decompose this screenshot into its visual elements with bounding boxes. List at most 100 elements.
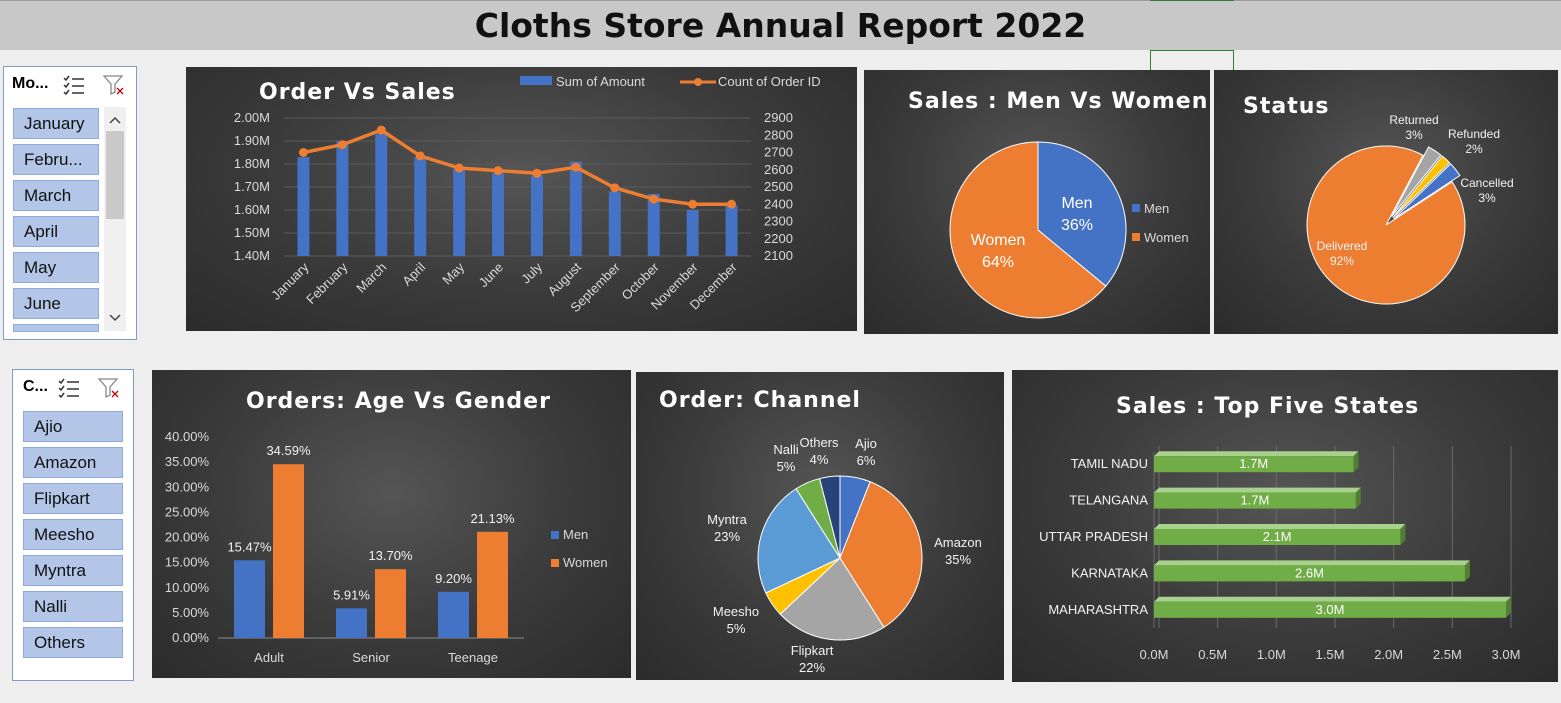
pie-slice bbox=[1037, 141, 1127, 287]
slice-label: Flipkart bbox=[791, 643, 834, 658]
month-slicer[interactable]: Mo... January Febru... March April May J… bbox=[3, 66, 137, 340]
bar-top bbox=[1154, 596, 1511, 602]
slicer-item-ajio[interactable]: Ajio bbox=[23, 411, 123, 442]
bar-men bbox=[438, 591, 469, 638]
slice-label: Nalli bbox=[773, 442, 798, 457]
point-orders bbox=[610, 183, 620, 193]
cell-border bbox=[1150, 50, 1234, 51]
bar-amount bbox=[492, 173, 505, 256]
bar-top bbox=[1154, 451, 1359, 457]
multi-select-icon[interactable] bbox=[62, 73, 86, 97]
bar-side bbox=[1353, 451, 1359, 473]
y-left-tick-label: 2.00M bbox=[234, 110, 270, 125]
bar-amount bbox=[569, 161, 582, 256]
x-tick-label: 0.0M bbox=[1140, 647, 1169, 662]
slicer-item-nalli[interactable]: Nalli bbox=[23, 591, 123, 622]
legend-label-men: Men bbox=[1144, 201, 1169, 216]
point-orders bbox=[337, 140, 347, 150]
clear-filter-icon[interactable] bbox=[97, 376, 121, 400]
x-tick-label: Teenage bbox=[448, 650, 498, 665]
slicer-item-may[interactable]: May bbox=[13, 252, 99, 283]
point-orders bbox=[454, 163, 464, 173]
slice-value-women: 64% bbox=[982, 254, 1014, 271]
scroll-down-icon[interactable] bbox=[104, 309, 126, 327]
data-label: 15.47% bbox=[227, 539, 272, 554]
month-slicer-scrollbar[interactable] bbox=[104, 107, 126, 331]
slice-label-women: Women bbox=[971, 232, 1026, 249]
slice-value: 6% bbox=[857, 453, 876, 468]
slice-label: Meesho bbox=[713, 604, 759, 619]
slicer-item-february[interactable]: Febru... bbox=[13, 144, 99, 175]
scroll-thumb[interactable] bbox=[106, 131, 124, 219]
bar-amount bbox=[336, 141, 349, 256]
status-slice bbox=[1392, 155, 1451, 218]
point-orders bbox=[415, 151, 425, 161]
cell-border bbox=[1233, 50, 1234, 70]
channel-svg: Order: Channel Ajio 6% Amazon 35% Flipkart 22%… bbox=[659, 388, 982, 675]
multi-select-icon[interactable] bbox=[57, 376, 81, 400]
slicer-item-june[interactable]: June bbox=[13, 288, 99, 319]
y-left-tick-label: 1.50M bbox=[234, 225, 270, 240]
point-orders bbox=[532, 168, 542, 178]
slicer-item-april[interactable]: April bbox=[13, 216, 99, 247]
chart-title: Orders: Age Vs Gender bbox=[246, 389, 551, 414]
x-tick-label: February bbox=[303, 259, 351, 307]
channel-slicer[interactable]: C... Ajio Amazon Flipkart Meesho Myntra … bbox=[12, 369, 134, 681]
x-tick-label: 2.5M bbox=[1433, 647, 1462, 662]
slice-label: Cancelled bbox=[1460, 176, 1513, 190]
y-right-tick-label: 2700 bbox=[764, 145, 793, 160]
order-vs-sales-chart: Order Vs Sales Sum of Amount Count of Orde… bbox=[186, 67, 857, 331]
data-label: 34.59% bbox=[266, 443, 311, 458]
slice-label: Returned bbox=[1389, 113, 1438, 127]
channel-slice bbox=[818, 475, 841, 559]
legend-swatch-women bbox=[1132, 233, 1140, 241]
clear-filter-icon[interactable] bbox=[102, 73, 126, 97]
slice-label: Others bbox=[799, 435, 839, 450]
y-tick-label: 15.00% bbox=[165, 555, 210, 570]
bar-side bbox=[1506, 596, 1511, 618]
slicer-item-march[interactable]: March bbox=[13, 180, 99, 211]
slice-value-men: 36% bbox=[1061, 217, 1093, 234]
legend-label-men: Men bbox=[563, 527, 588, 542]
x-tick-label: Adult bbox=[254, 650, 284, 665]
y-left-tick-label: 1.80M bbox=[234, 156, 270, 171]
legend-swatch-amount bbox=[520, 76, 552, 85]
y-tick-label: 0.00% bbox=[172, 630, 209, 645]
x-tick-label: 0.5M bbox=[1198, 647, 1227, 662]
y-tick-label: 5.00% bbox=[172, 605, 209, 620]
y-tick-label: 20.00% bbox=[165, 530, 210, 545]
top-states-chart: Sales : Top Five States 0.0M 0.5M 1.0M 1.5M 2… bbox=[1012, 370, 1558, 682]
channel-chart: Order: Channel Ajio 6% Amazon 35% Flipkart 22%… bbox=[636, 372, 1004, 680]
month-slicer-title: Mo... bbox=[12, 75, 49, 92]
y-tick-label: 30.00% bbox=[165, 479, 210, 494]
status-chart: Status Cancelled 3% Delivered 92% Returned 3% R… bbox=[1214, 70, 1558, 334]
point-orders bbox=[493, 166, 503, 176]
slicer-item-meesho[interactable]: Meesho bbox=[23, 519, 123, 550]
bar-side bbox=[1355, 487, 1361, 509]
slicer-item-others[interactable]: Others bbox=[23, 627, 123, 658]
x-tick-label: July bbox=[518, 259, 545, 286]
channel-slice bbox=[779, 557, 885, 641]
bar-amount bbox=[375, 134, 388, 256]
status-slice bbox=[1393, 163, 1461, 220]
channel-slicer-header: C... bbox=[13, 370, 133, 406]
x-tick-label: 2.0M bbox=[1374, 647, 1403, 662]
bar-amount bbox=[686, 210, 699, 256]
cell-border bbox=[1150, 50, 1151, 70]
point-orders bbox=[649, 194, 659, 204]
slice-value: 35% bbox=[945, 552, 971, 567]
slicer-item-january[interactable]: January bbox=[13, 108, 99, 139]
scroll-up-icon[interactable] bbox=[104, 111, 126, 129]
line-orders bbox=[303, 128, 732, 206]
data-label: 3.0M bbox=[1316, 602, 1345, 617]
slice-label: Amazon bbox=[934, 535, 982, 550]
slicer-item-amazon[interactable]: Amazon bbox=[23, 447, 123, 478]
bar-side bbox=[1464, 560, 1470, 582]
slice-value: 5% bbox=[777, 459, 796, 474]
slicer-item-flipkart[interactable]: Flipkart bbox=[23, 483, 123, 514]
bar-men bbox=[234, 560, 265, 638]
y-tick-label: UTTAR PRADESH bbox=[1039, 529, 1148, 544]
slicer-item-myntra[interactable]: Myntra bbox=[23, 555, 123, 586]
slice-value: 5% bbox=[727, 621, 746, 636]
legend-label-amount: Sum of Amount bbox=[556, 74, 645, 89]
